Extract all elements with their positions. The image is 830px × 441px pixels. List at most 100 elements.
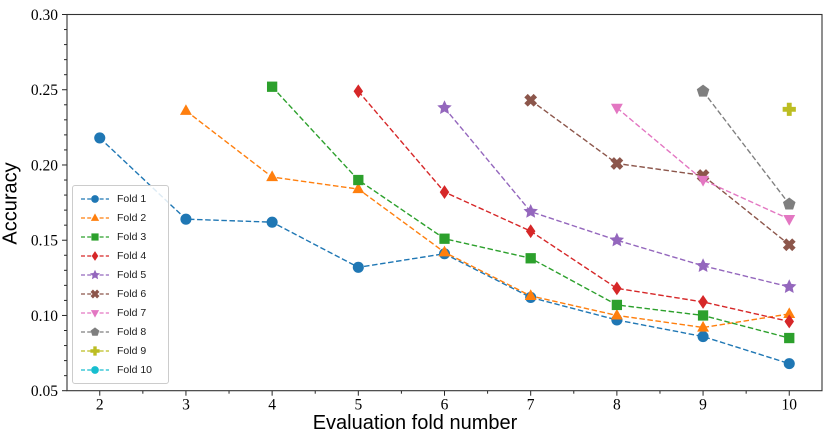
series-line-fold-4 [357, 90, 790, 323]
marker-fold-5 [609, 232, 625, 247]
legend-label: Fold 6 [117, 288, 147, 301]
marker-fold-7 [697, 175, 710, 187]
series-fold-2 [179, 104, 796, 332]
x-tick-label: 2 [96, 397, 104, 414]
legend-item-fold-5: Fold 5 [73, 265, 168, 284]
y-axis-label: Accuracy [0, 162, 22, 245]
marker-fold-3 [353, 174, 364, 186]
marker-fold-1 [266, 216, 278, 228]
marker-fold-1 [783, 358, 795, 370]
series-fold-5 [437, 100, 797, 294]
series-line-fold-2 [185, 110, 790, 329]
legend-item-fold-2: Fold 2 [73, 208, 168, 227]
x-tick-label: 4 [268, 397, 276, 414]
legend-item-fold-10: Fold 10 [73, 361, 168, 380]
marker-fold-7 [610, 103, 623, 115]
y-tick-label: 0.30 [31, 7, 58, 24]
legend-item-fold-3: Fold 3 [73, 227, 168, 246]
legend-swatch-fold-4 [81, 250, 109, 261]
marker-fold-8 [696, 84, 710, 97]
marker-fold-5 [523, 204, 538, 218]
x-tick-label: 7 [527, 397, 535, 414]
marker-fold-6 [524, 93, 538, 107]
legend-label: Fold 2 [117, 211, 147, 224]
series-fold-3 [266, 81, 795, 344]
legend-swatch-fold-1 [81, 194, 109, 203]
x-tick-label: 6 [441, 397, 449, 414]
y-tick-label: 0.10 [31, 308, 58, 325]
legend-label: Fold 5 [117, 268, 147, 281]
series-fold-6 [524, 93, 796, 252]
marker-fold-1 [180, 213, 192, 225]
marker-fold-7 [783, 215, 796, 226]
y-tick-label: 0.15 [31, 233, 58, 250]
marker-fold-3 [697, 310, 709, 321]
marker-fold-2 [352, 182, 365, 194]
x-tick-label: 5 [354, 397, 362, 414]
marker-fold-8 [782, 197, 796, 210]
marker-fold-4 [784, 314, 795, 329]
marker-fold-3 [439, 233, 450, 244]
series-line-fold-7 [616, 107, 790, 220]
series-fold-8 [696, 84, 796, 210]
y-tick-label: 0.25 [31, 82, 58, 99]
x-tick-label: 9 [699, 397, 707, 414]
x-tick-label: 10 [781, 397, 797, 414]
legend-item-fold-4: Fold 4 [73, 246, 168, 265]
y-tick-label: 0.05 [31, 383, 58, 400]
marker-fold-3 [784, 332, 795, 344]
marker-fold-6 [782, 238, 796, 252]
legend-swatch-fold-9 [81, 346, 109, 356]
marker-fold-9 [782, 102, 796, 116]
legend-swatch-fold-5 [81, 269, 109, 280]
series-line-fold-8 [702, 90, 790, 205]
marker-fold-2 [266, 170, 279, 182]
marker-fold-2 [438, 245, 451, 257]
legend-swatch-fold-2 [81, 213, 109, 221]
legend: Fold 1 Fold 2 Fold 3 Fold 4 Fold 5 Fold 6 Fold… [72, 185, 169, 384]
y-tick-label: 0.20 [31, 157, 58, 174]
marker-fold-4 [439, 185, 450, 199]
legend-swatch-fold-3 [81, 233, 109, 241]
legend-item-fold-8: Fold 8 [73, 323, 168, 342]
series-line-fold-6 [530, 99, 790, 246]
marker-fold-5 [695, 258, 711, 272]
marker-fold-2 [610, 308, 623, 320]
legend-label: Fold 8 [117, 326, 147, 339]
marker-fold-4 [353, 84, 364, 99]
series-group [94, 81, 797, 370]
marker-fold-1 [94, 132, 106, 144]
marker-fold-2 [179, 104, 192, 115]
legend-item-fold-1: Fold 1 [73, 189, 168, 208]
marker-fold-3 [611, 299, 623, 311]
marker-fold-1 [697, 330, 709, 343]
marker-fold-4 [698, 294, 708, 309]
marker-fold-3 [525, 253, 536, 264]
legend-swatch-fold-10 [81, 366, 109, 375]
legend-item-fold-7: Fold 7 [73, 304, 168, 323]
marker-fold-1 [352, 261, 364, 273]
x-tick-label: 8 [613, 397, 621, 414]
x-axis-label: Evaluation fold number [312, 412, 518, 434]
series-fold-7 [610, 103, 796, 226]
legend-label: Fold 3 [117, 230, 147, 243]
marker-fold-2 [524, 289, 537, 300]
marker-fold-2 [697, 320, 710, 332]
legend-label: Fold 9 [117, 345, 147, 358]
marker-fold-2 [783, 307, 796, 319]
marker-fold-4 [525, 224, 536, 239]
marker-fold-3 [266, 81, 278, 92]
series-fold-9 [782, 102, 796, 116]
x-tick-label: 3 [182, 397, 190, 414]
legend-label: Fold 4 [117, 249, 147, 262]
plot-frame [66, 13, 823, 392]
marker-fold-6 [610, 157, 624, 170]
legend-swatch-fold-8 [81, 327, 109, 336]
series-line-fold-5 [443, 107, 790, 288]
legend-label: Fold 1 [117, 192, 147, 205]
marker-fold-5 [782, 279, 797, 294]
legend-label: Fold 10 [117, 364, 153, 377]
legend-item-fold-6: Fold 6 [73, 284, 168, 303]
